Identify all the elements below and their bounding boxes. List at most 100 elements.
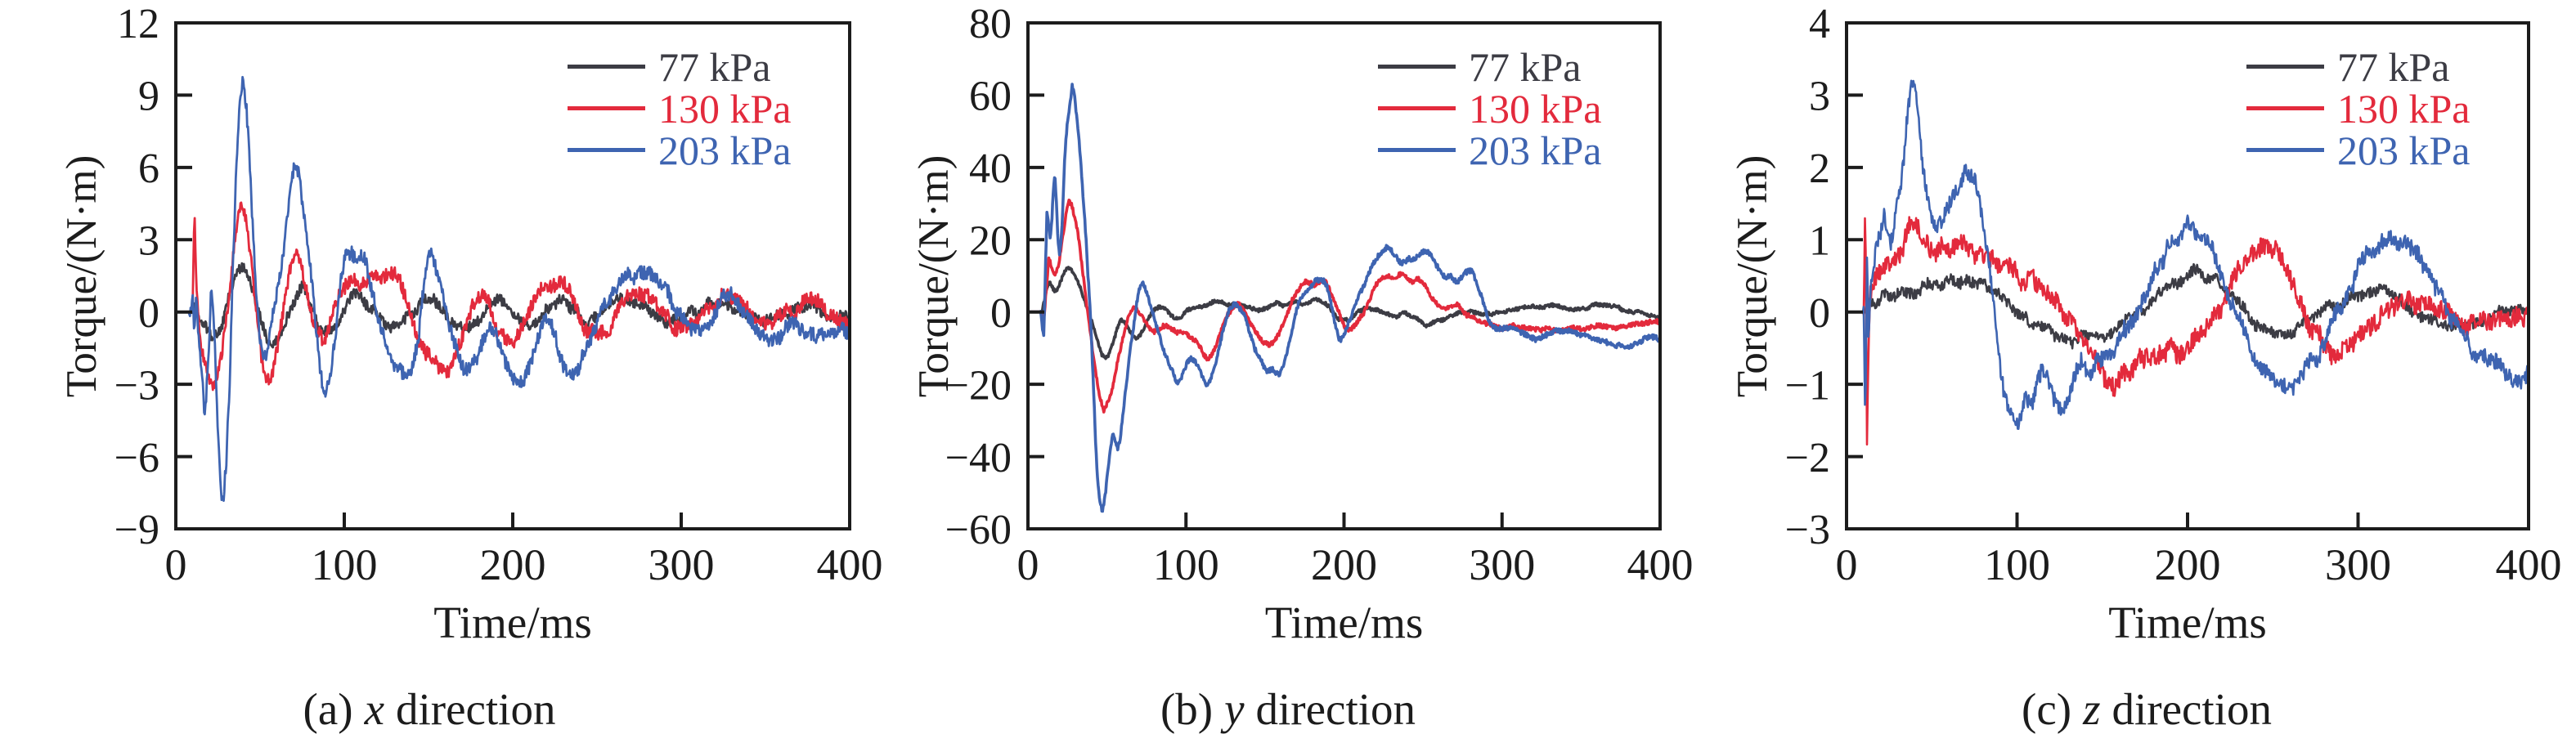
legend-line-swatch-77kpa [2246, 65, 2324, 69]
x-tick-label: 200 [480, 540, 546, 589]
x-tick-label: 400 [2496, 540, 2562, 589]
y-axis-title-c: Torque/(N·m) [1729, 154, 1776, 397]
y-tick-label: −20 [945, 362, 1012, 409]
legend-label-77kpa: 77 kPa [2337, 43, 2450, 90]
y-tick-label: 60 [969, 74, 1012, 120]
y-tick-label: −9 [114, 507, 159, 553]
legend-item-130kpa: 130 kPa [2246, 87, 2471, 129]
caption-c: (c) z direction [1942, 683, 2351, 735]
legend-b: 77 kPa 130 kPa 203 kPa [1378, 46, 1602, 171]
x-axis-title-b: Time/ms [1264, 598, 1424, 647]
legend-item-77kpa: 77 kPa [2246, 46, 2471, 87]
legend-item-130kpa: 130 kPa [568, 87, 792, 129]
y-tick-label: −6 [114, 435, 159, 481]
legend-label-77kpa: 77 kPa [658, 43, 771, 90]
x-tick-label: 100 [1984, 540, 2050, 589]
series-trace-203kpa [1028, 83, 1660, 513]
legend-item-130kpa: 130 kPa [1378, 87, 1602, 129]
y-tick-label: 3 [1809, 74, 1830, 120]
caption-axis-letter-a: x [364, 684, 384, 734]
y-tick-label: 6 [138, 145, 159, 192]
legend-item-77kpa: 77 kPa [568, 46, 792, 87]
y-tick-label: 0 [1809, 290, 1830, 337]
chart-panel-c: −3 −2 −1 0 1 2 3 4 0 100 200 300 400 Torque/(N·m) 77… [1717, 0, 2576, 743]
y-tick-label: −40 [945, 435, 1012, 481]
x-tick-label: 300 [648, 540, 715, 589]
series-trace-130kpa [1847, 216, 2529, 445]
caption-a: (a) x direction [225, 683, 634, 735]
x-tick-label: 400 [1627, 540, 1694, 589]
series-trace-203kpa [1847, 79, 2529, 430]
x-tick-label: 400 [817, 540, 883, 589]
y-tick-label: 0 [990, 290, 1012, 337]
plot-area-b: −60 −40 −20 0 20 40 60 80 0 100 200 300 400 [945, 1, 1694, 589]
legend-c: 77 kPa 130 kPa 203 kPa [2246, 46, 2471, 171]
x-tick-label: 100 [312, 540, 378, 589]
legend-label-130kpa: 130 kPa [658, 85, 792, 132]
series-trace-77kpa [176, 262, 850, 349]
chart-panel-b: −60 −40 −20 0 20 40 60 80 0 100 200 300 400 Torque/(… [859, 0, 1717, 743]
x-tick-label: 300 [2325, 540, 2391, 589]
y-axis-title-b: Torque/(N·m) [910, 154, 958, 397]
y-tick-label: 40 [969, 145, 1012, 192]
x-tick-label: 0 [1017, 540, 1039, 589]
y-tick-label: 2 [1809, 145, 1830, 192]
x-tick-label: 0 [165, 540, 187, 589]
legend-label-203kpa: 203 kPa [658, 127, 792, 173]
legend-label-130kpa: 130 kPa [2337, 85, 2471, 132]
caption-word-c: direction [2112, 684, 2272, 734]
y-tick-label: 9 [138, 74, 159, 120]
legend-line-swatch-203kpa [568, 148, 645, 152]
caption-index-b: (b) [1160, 684, 1214, 734]
y-tick-label: −2 [1785, 435, 1830, 481]
y-tick-label: −60 [945, 507, 1012, 553]
legend-label-77kpa: 77 kPa [1469, 43, 1582, 90]
legend-item-203kpa: 203 kPa [568, 129, 792, 171]
x-tick-label: 300 [1469, 540, 1535, 589]
legend-line-swatch-203kpa [1378, 148, 1456, 152]
legend-item-203kpa: 203 kPa [1378, 129, 1602, 171]
caption-word-b: direction [1255, 684, 1416, 734]
y-tick-label: 12 [117, 1, 159, 47]
y-tick-label: −1 [1785, 362, 1830, 409]
caption-axis-letter-c: z [2083, 684, 2101, 734]
caption-index-c: (c) [2022, 684, 2072, 734]
x-tick-label: 200 [2155, 540, 2221, 589]
caption-b: (b) y direction [1084, 683, 1492, 735]
caption-word-a: direction [395, 684, 556, 734]
legend-line-swatch-77kpa [568, 65, 645, 69]
plot-area-a: −9 −6 −3 0 3 6 9 12 0 100 200 300 400 [114, 1, 883, 589]
y-tick-label: 20 [969, 217, 1012, 264]
plot-area-c: −3 −2 −1 0 1 2 3 4 0 100 200 300 400 [1785, 1, 2562, 589]
legend-line-swatch-130kpa [2246, 106, 2324, 110]
y-tick-label: −3 [114, 362, 159, 409]
x-tick-label: 200 [1311, 540, 1377, 589]
y-tick-label: 4 [1809, 1, 1830, 47]
legend-line-swatch-77kpa [1378, 65, 1456, 69]
y-tick-label: −3 [1785, 507, 1830, 553]
y-axis-title-a: Torque/(N·m) [58, 154, 105, 397]
legend-label-203kpa: 203 kPa [2337, 127, 2471, 173]
x-tick-label: 100 [1153, 540, 1219, 589]
y-tick-label: 0 [138, 290, 159, 337]
legend-a: 77 kPa 130 kPa 203 kPa [568, 46, 792, 171]
x-tick-label: 0 [1836, 540, 1858, 589]
legend-item-203kpa: 203 kPa [2246, 129, 2471, 171]
y-tick-label: 3 [138, 217, 159, 264]
chart-panel-a: −9 −6 −3 0 3 6 9 12 0 100 200 300 400 Torque/(N·m) 7… [0, 0, 883, 743]
y-tick-label: 1 [1809, 217, 1830, 264]
x-axis-title-c: Time/ms [2108, 598, 2267, 647]
legend-label-130kpa: 130 kPa [1469, 85, 1602, 132]
y-tick-label: 80 [969, 1, 1012, 47]
series-trace-130kpa [176, 201, 850, 392]
legend-line-swatch-203kpa [2246, 148, 2324, 152]
caption-index-a: (a) [303, 684, 353, 734]
legend-line-swatch-130kpa [568, 106, 645, 110]
series-trace-203kpa [176, 75, 850, 502]
legend-line-swatch-130kpa [1378, 106, 1456, 110]
series-trace-77kpa [1028, 266, 1660, 360]
legend-label-203kpa: 203 kPa [1469, 127, 1602, 173]
caption-axis-letter-b: y [1224, 684, 1245, 734]
x-axis-title-a: Time/ms [433, 598, 592, 647]
